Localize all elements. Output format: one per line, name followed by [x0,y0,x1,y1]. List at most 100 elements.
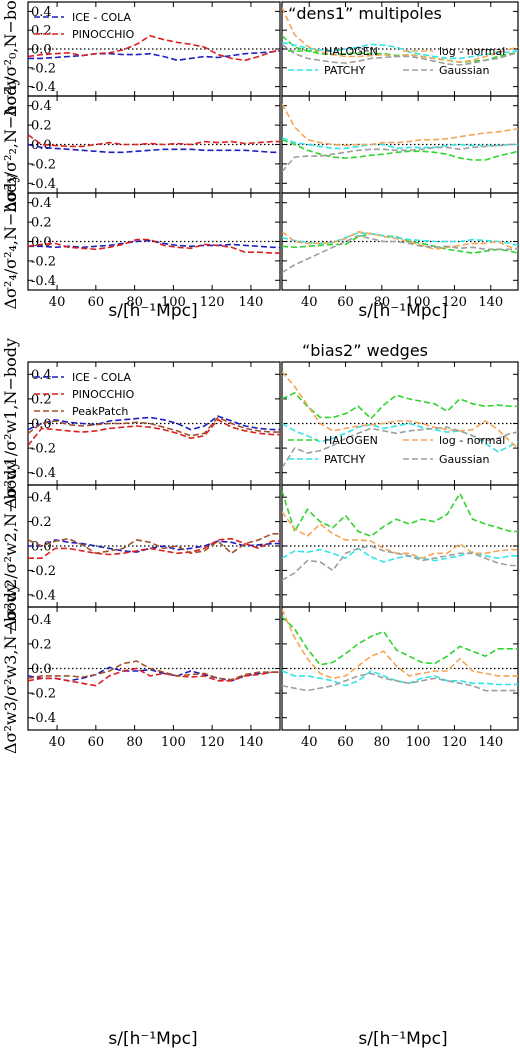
y-axis-label: Δσ²₂/σ²₂,N−body [1,76,20,212]
y-tick-label: -0.4 [31,177,56,192]
panel-left: -0.4 -0.2 0.0 0.2 0.4 40 60 80 100 120 140 [27,606,281,750]
y-tick-label: -0.4 [31,274,56,289]
legend-entry: ICE - COLA [72,11,132,24]
legend-entry: HALOGEN [324,434,378,447]
y-tick-label: -0.4 [31,588,56,603]
y-tick-label: 0.4 [31,491,52,506]
x-tick-label: 100 [161,295,186,310]
series-line-patchy [282,41,518,60]
x-tick-label: 140 [478,735,503,750]
series-line-gaussian [282,43,518,66]
series-line-patchy [282,422,518,453]
x-axis-label-bottom-left: s/[h⁻¹Mpc] [108,1029,197,1049]
x-tick-label: 140 [478,295,503,310]
series-line-pinocchio [28,537,280,560]
legend-entry: HALOGEN [324,45,378,58]
x-tick-label: 120 [442,295,467,310]
series-line-peakpatch [28,416,280,437]
y-tick-label: -0.2 [31,564,56,579]
series-line-log-normal [282,103,518,147]
x-tick-label: 120 [200,735,225,750]
series-line-pinocchio [28,238,280,254]
series-line-ice-cola [28,415,280,431]
panel-left: -0.4 -0.2 0.0 0.2 0.4 [27,95,281,194]
series-line-halogen [282,391,518,420]
series-line-gaussian [282,545,518,581]
series-line-patchy [282,231,518,247]
x-tick-label: 140 [239,295,264,310]
x-tick-label: 120 [442,735,467,750]
x-tick-label: 60 [88,735,105,750]
y-tick-label: 0.0 [31,235,52,250]
panel-right [281,95,519,194]
legend-entry: PATCHY [324,64,366,77]
series-line-gaussian [282,234,518,274]
y-axis-label: Δσ²w3/σ²w3,N−body [1,583,20,754]
panel-right: 40 60 80 100 120 140 [281,606,519,750]
series-line-log-normal [282,230,518,251]
series-line-gaussian [282,426,518,469]
panel-left: -0.4-0.20.00.20.4 ICE - COLAPINOCCHIOPeak… [27,361,281,486]
x-tick-label: 120 [200,295,225,310]
y-tick-label: 0.4 [31,99,52,114]
y-axis-label: Δσ²w1/σ²w1,N−body [1,338,20,509]
y-tick-label: 0.2 [31,216,52,231]
x-tick-label: 100 [161,735,186,750]
y-axis-label: Δσ²w2/σ²w2,N−body [1,460,20,631]
chart-title-bottom: “bias2” wedges [302,341,428,360]
y-tick-label: 0.0 [31,662,52,677]
y-tick-label: 0.4 [31,196,52,211]
y-tick-label: -0.2 [31,687,56,702]
y-tick-label: -0.4 [31,711,56,726]
panel-right: 40 60 80 100 120 140 [281,192,519,310]
y-tick-label: 0.4 [31,368,52,383]
legend-entry: PATCHY [324,453,366,466]
chart-title-top: “dens1” multipoles [288,4,442,23]
x-tick-label: 60 [337,295,354,310]
panel-frame [27,606,281,731]
legend-entry: ICE - COLA [72,371,132,384]
y-tick-label: -0.2 [31,61,56,76]
series-line-gaussian [282,672,518,692]
series-line-log-normal [282,609,518,680]
x-tick-label: 100 [406,735,431,750]
panel-right: HALOGEN PATCHY log - normal Gaussian [281,1,519,97]
series-line-log-normal [282,7,518,64]
panel-frame [27,1,281,97]
y-axis-label: Δσ²₀/σ²₀,N−body [1,0,20,117]
x-tick-label: 100 [406,295,431,310]
legend-entry: log - normal [439,45,505,58]
y-tick-label: -0.2 [31,157,56,172]
y-tick-label: -0.4 [31,466,56,481]
series-line-ice-cola [28,50,280,62]
series-line-halogen [282,232,518,254]
x-tick-label: 80 [374,735,391,750]
legend-entry: PeakPatch [72,405,128,418]
series-line-ice-cola [28,143,280,154]
x-tick-label: 60 [337,735,354,750]
y-tick-label: 0.0 [31,138,52,153]
legend-entry: Gaussian [439,453,489,466]
y-tick-label: 0.2 [31,24,52,39]
series-line-log-normal [282,511,518,560]
x-tick-label: 80 [126,295,143,310]
plot-area: Δσ²₀/σ²₀,N−body -0.4 -0.2 0.0 0.2 0.4 ICE - CO… [1,0,519,754]
y-tick-label: 0.2 [31,392,52,407]
legend-entry: PINOCCHIO [72,28,135,41]
series-line-pinocchio [28,418,280,447]
x-tick-label: 140 [239,735,264,750]
series-line-patchy [282,547,518,563]
series-line-peakpatch [28,532,280,555]
series-line-pinocchio [28,134,280,148]
x-tick-label: 80 [126,735,143,750]
series-line-patchy [282,670,518,687]
y-tick-label: -0.2 [31,442,56,457]
legend-entry: Gaussian [439,64,489,77]
x-axis-label-top-left: s/[h⁻¹Mpc] [108,301,197,321]
y-tick-label: 0.2 [31,119,52,134]
series-line-halogen [282,616,518,666]
series-line-gaussian [282,143,518,173]
series-line-log-normal [282,371,518,449]
